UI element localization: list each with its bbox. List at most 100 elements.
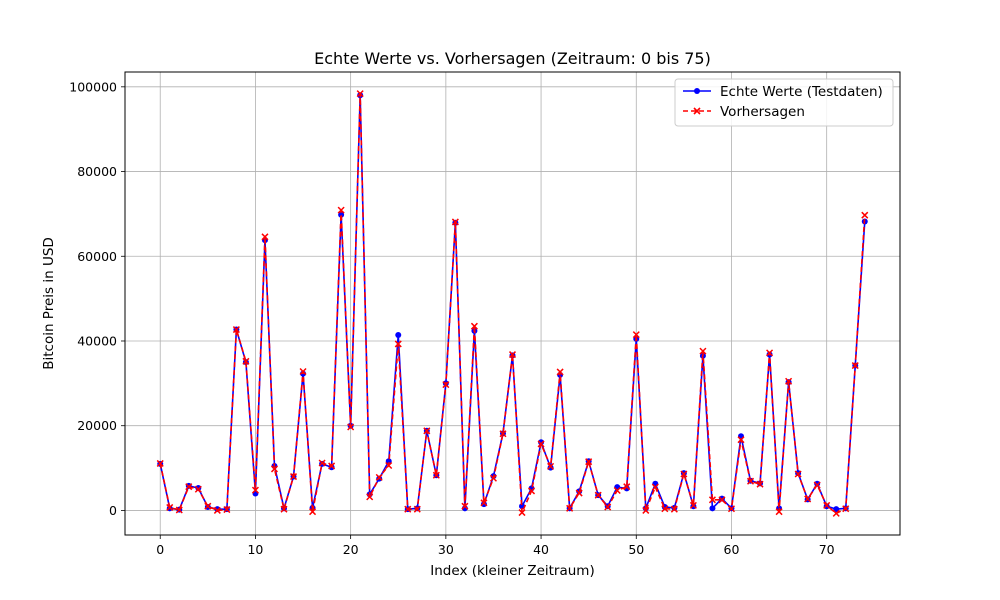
point-echte-werte [338, 211, 345, 218]
point-vorhersagen [251, 486, 259, 494]
x-tick-label: 40 [533, 542, 549, 557]
point-vorhersagen [404, 505, 412, 513]
x-tick-label: 0 [156, 542, 164, 557]
point-vorhersagen [185, 483, 193, 491]
legend-label-echte-werte: Echte Werte (Testdaten) [720, 84, 883, 100]
point-vorhersagen [785, 377, 793, 385]
point-vorhersagen [489, 474, 497, 482]
point-vorhersagen [651, 483, 659, 491]
point-vorhersagen [394, 340, 402, 348]
y-tick-label: 40000 [77, 333, 117, 348]
series-layer [156, 90, 869, 517]
point-vorhersagen [547, 462, 555, 470]
point-vorhersagen [604, 503, 612, 511]
point-vorhersagen [423, 427, 431, 435]
point-echte-werte [814, 480, 821, 487]
point-vorhersagen [270, 465, 279, 473]
point-vorhersagen [261, 233, 269, 241]
y-tick-label: 100000 [69, 79, 117, 94]
point-vorhersagen [699, 347, 707, 355]
point-vorhersagen [309, 508, 317, 516]
point-vorhersagen [280, 505, 288, 513]
legend-box [674, 78, 894, 127]
x-tick-label: 20 [343, 542, 359, 557]
point-vorhersagen [823, 501, 831, 509]
point-vorhersagen [232, 326, 240, 334]
legend-label-vorhersagen: Vorhersagen [720, 104, 805, 120]
point-vorhersagen [337, 206, 345, 214]
point-vorhersagen [766, 349, 774, 357]
point-echte-werte [395, 332, 402, 339]
legend: Echte Werte (Testdaten) Vorhersagen [674, 78, 894, 127]
point-vorhersagen [366, 493, 374, 501]
point-vorhersagen [194, 485, 202, 493]
point-vorhersagen [470, 322, 478, 330]
point-vorhersagen [746, 477, 755, 485]
point-vorhersagen [756, 480, 764, 488]
point-vorhersagen [566, 504, 574, 512]
point-echte-werte [718, 495, 725, 502]
point-vorhersagen [794, 470, 802, 478]
point-vorhersagen [851, 362, 859, 370]
y-tick-label: 0 [109, 503, 117, 518]
legend-marker-vorhersagen [693, 107, 701, 115]
point-vorhersagen [613, 486, 621, 495]
point-vorhersagen [432, 471, 440, 479]
y-tick-label: 80000 [77, 164, 117, 179]
ticks: 0 10 20 30 40 50 60 70 0 20000 40000 60000 80000 1000… [69, 79, 834, 557]
y-axis-title: Bitcoin Preis in USD [41, 237, 57, 370]
point-vorhersagen [242, 357, 250, 365]
point-echte-werte [709, 505, 716, 512]
point-echte-werte [833, 506, 840, 513]
point-vorhersagen [575, 489, 583, 497]
point-vorhersagen [861, 211, 869, 219]
point-vorhersagen [299, 367, 307, 376]
point-vorhersagen [175, 506, 183, 514]
grid [125, 72, 900, 535]
point-vorhersagen [442, 381, 450, 389]
point-vorhersagen [708, 496, 716, 504]
point-vorhersagen [623, 483, 631, 491]
point-vorhersagen [347, 423, 355, 431]
point-vorhersagen [689, 501, 697, 509]
x-tick-label: 60 [724, 542, 740, 557]
point-echte-werte [385, 458, 392, 465]
y-tick-label: 20000 [77, 418, 117, 433]
x-axis-title: Index (kleiner Zeitraum) [430, 563, 594, 579]
point-vorhersagen [804, 495, 812, 503]
point-vorhersagen [775, 508, 783, 516]
point-echte-werte [538, 439, 545, 446]
point-vorhersagen [585, 458, 593, 466]
point-vorhersagen [356, 90, 364, 98]
point-vorhersagen [223, 506, 231, 514]
point-vorhersagen [204, 502, 212, 510]
point-vorhersagen [461, 502, 469, 510]
legend-marker-echte-werte [694, 88, 700, 94]
point-vorhersagen [680, 470, 688, 478]
point-vorhersagen [642, 506, 650, 514]
point-vorhersagen [480, 499, 488, 507]
point-vorhersagen [508, 351, 517, 359]
point-vorhersagen [594, 491, 602, 499]
point-vorhersagen [375, 473, 383, 481]
point-vorhersagen [737, 436, 745, 444]
x-tick-label: 70 [819, 542, 835, 557]
point-vorhersagen [289, 473, 298, 481]
point-vorhersagen [451, 218, 459, 226]
point-vorhersagen [213, 506, 221, 514]
point-vorhersagen [328, 462, 336, 470]
point-vorhersagen [842, 505, 850, 513]
point-vorhersagen [813, 481, 821, 489]
x-tick-label: 50 [628, 542, 644, 557]
point-vorhersagen [156, 459, 164, 467]
point-vorhersagen [518, 509, 526, 517]
point-vorhersagen [413, 505, 421, 513]
point-vorhersagen [528, 487, 536, 495]
point-vorhersagen [632, 331, 640, 339]
x-tick-label: 30 [438, 542, 454, 557]
point-vorhersagen [166, 503, 174, 511]
point-vorhersagen [556, 368, 564, 376]
point-vorhersagen [318, 459, 326, 467]
point-vorhersagen [832, 509, 840, 517]
point-echte-werte [480, 501, 487, 508]
